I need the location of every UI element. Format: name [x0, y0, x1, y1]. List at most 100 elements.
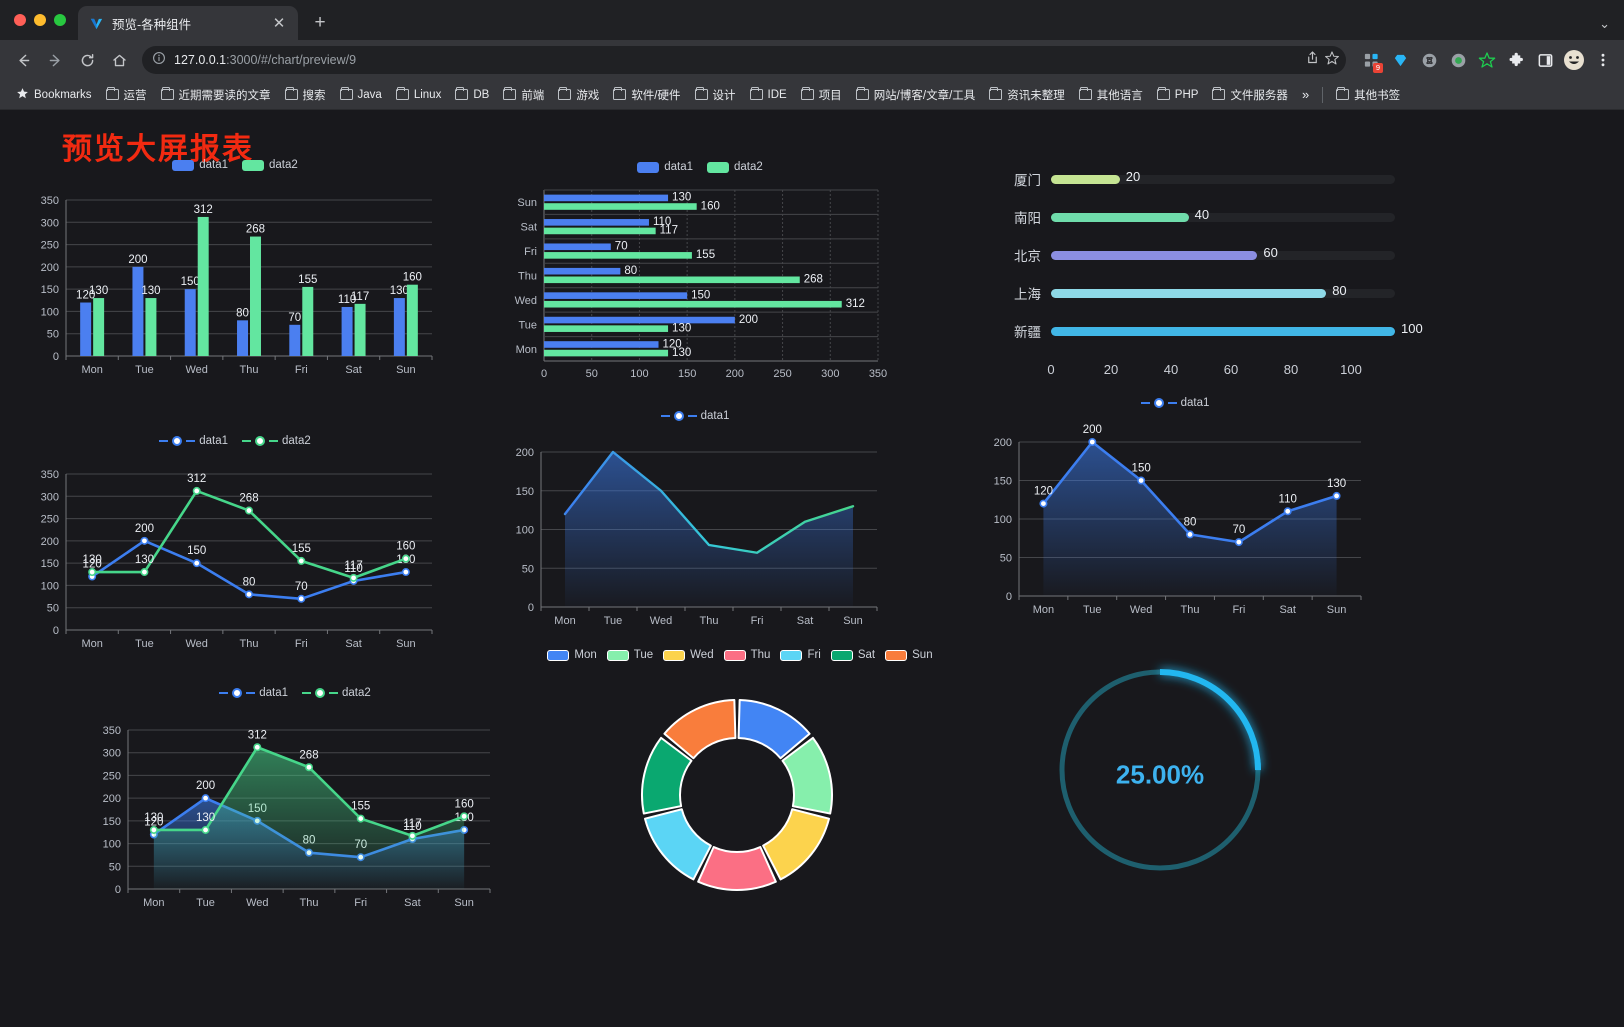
data-point[interactable] [253, 743, 262, 752]
pie-slice[interactable] [641, 736, 693, 815]
legend-item[interactable]: Thu [723, 649, 770, 661]
data-point[interactable] [149, 825, 158, 834]
bar-segment[interactable] [544, 349, 669, 357]
bookmark-item[interactable]: IDE [744, 86, 793, 104]
data-point[interactable] [201, 794, 210, 803]
bar-segment[interactable] [544, 219, 649, 226]
legend-item-data1[interactable]: data1 [660, 410, 729, 422]
bookmark-item-other[interactable]: 其他书签 [1330, 84, 1406, 106]
bar-segment[interactable] [544, 292, 688, 299]
data-point[interactable] [192, 486, 201, 495]
maximize-window-button[interactable] [54, 14, 66, 26]
bar-segment[interactable] [393, 298, 405, 356]
legend-item[interactable]: Sun [885, 649, 933, 661]
bar-segment[interactable] [250, 236, 261, 356]
data-point[interactable] [140, 568, 149, 577]
bar-segment[interactable] [544, 252, 692, 259]
legend-item-data2[interactable]: data2 [707, 161, 763, 173]
profile-avatar-icon[interactable] [1561, 47, 1587, 73]
progress-track[interactable]: 80 [1051, 283, 1395, 298]
extensions-grid-icon[interactable]: 9 [1358, 47, 1384, 73]
bar-segment[interactable] [237, 320, 248, 356]
bookmark-item[interactable]: 前端 [497, 84, 550, 106]
gauge-progress-arc[interactable] [1059, 669, 1261, 871]
data-point[interactable] [88, 568, 97, 577]
minimize-window-button[interactable] [34, 14, 46, 26]
legend-item-data2[interactable]: data2 [242, 159, 298, 171]
data-point[interactable] [245, 590, 254, 599]
close-tab-button[interactable]: ✕ [272, 14, 286, 32]
bar-segment[interactable] [80, 302, 92, 356]
address-bar[interactable]: 127.0.0.1:3000/#/chart/preview/9 [142, 46, 1346, 74]
side-panel-icon[interactable] [1532, 47, 1558, 73]
site-info-icon[interactable] [152, 51, 166, 70]
bar-segment[interactable] [544, 325, 669, 332]
bookmark-item-bookmarks[interactable]: Bookmarks [10, 84, 98, 106]
data-point[interactable] [460, 812, 469, 821]
bar-segment[interactable] [302, 286, 314, 356]
bar-segment[interactable] [93, 298, 105, 356]
bar-segment[interactable] [197, 216, 209, 356]
legend-item-data1[interactable]: data1 [172, 159, 228, 171]
bar-segment[interactable] [544, 316, 735, 324]
back-button[interactable] [8, 45, 38, 75]
green-star-icon[interactable] [1474, 47, 1500, 73]
legend-item[interactable]: Tue [606, 649, 653, 661]
legend-item-data1[interactable]: data1 [1140, 397, 1209, 409]
bookmark-item[interactable]: Java [334, 86, 388, 104]
bar-segment[interactable] [132, 266, 144, 356]
reload-button[interactable] [72, 45, 102, 75]
legend-item[interactable]: Mon [547, 649, 597, 661]
progress-track[interactable]: 100 [1051, 321, 1423, 336]
close-window-button[interactable] [14, 14, 26, 26]
bar-segment[interactable] [184, 289, 196, 356]
data-point[interactable] [140, 536, 149, 545]
bookmark-item[interactable]: 近期需要读的文章 [155, 84, 277, 106]
diamond-icon[interactable] [1387, 47, 1413, 73]
pie-slice[interactable] [697, 846, 777, 891]
pie-slice[interactable] [762, 808, 830, 881]
three-dot-menu-icon[interactable] [1590, 47, 1616, 73]
bar-segment[interactable] [544, 300, 842, 308]
data-point[interactable] [201, 825, 210, 834]
bookmark-item[interactable]: 游戏 [552, 84, 605, 106]
bookmark-item[interactable]: 其他语言 [1073, 84, 1149, 106]
bookmark-item[interactable]: 运营 [100, 84, 153, 106]
data-point[interactable] [1283, 507, 1292, 516]
bar-segment[interactable] [544, 194, 669, 202]
chevron-down-icon[interactable]: ⌄ [1599, 16, 1610, 31]
bookmark-item[interactable]: 文件服务器 [1206, 84, 1294, 106]
data-point[interactable] [297, 556, 306, 565]
home-button[interactable] [104, 45, 134, 75]
progress-track[interactable]: 40 [1051, 207, 1395, 222]
legend-item[interactable]: Sat [830, 649, 875, 661]
bookmark-item[interactable]: 网站/博客/文章/工具 [850, 84, 982, 106]
bookmark-item[interactable]: 项目 [795, 84, 848, 106]
data-point[interactable] [192, 559, 201, 568]
data-point[interactable] [305, 763, 314, 772]
forward-button[interactable] [40, 45, 70, 75]
legend-item-data1[interactable]: data1 [637, 161, 693, 173]
data-point[interactable] [1039, 499, 1048, 508]
pie-slice[interactable] [781, 736, 833, 815]
bar-segment[interactable] [544, 267, 621, 275]
legend-item-data1[interactable]: data1 [159, 435, 228, 447]
bar-segment[interactable] [544, 276, 800, 284]
share-icon[interactable] [1305, 50, 1320, 70]
bookmark-item[interactable]: DB [449, 86, 495, 104]
bar-segment[interactable] [289, 324, 301, 356]
legend-item-data2[interactable]: data2 [302, 687, 371, 699]
data-point[interactable] [1234, 538, 1243, 547]
bar-segment[interactable] [544, 243, 611, 251]
green-dot-icon[interactable] [1445, 47, 1471, 73]
data-point[interactable] [245, 506, 254, 515]
browser-tab[interactable]: 预览-各种组件 ✕ [78, 6, 298, 40]
bookmarks-overflow-button[interactable]: » [1301, 87, 1310, 102]
bar-segment[interactable] [354, 303, 366, 356]
pie-slice[interactable] [644, 808, 712, 881]
bookmark-item[interactable]: PHP [1151, 86, 1205, 104]
data-point[interactable] [1137, 476, 1146, 485]
data-point[interactable] [401, 554, 410, 563]
bookmark-item[interactable]: Linux [390, 86, 448, 104]
data-point[interactable] [408, 831, 417, 840]
